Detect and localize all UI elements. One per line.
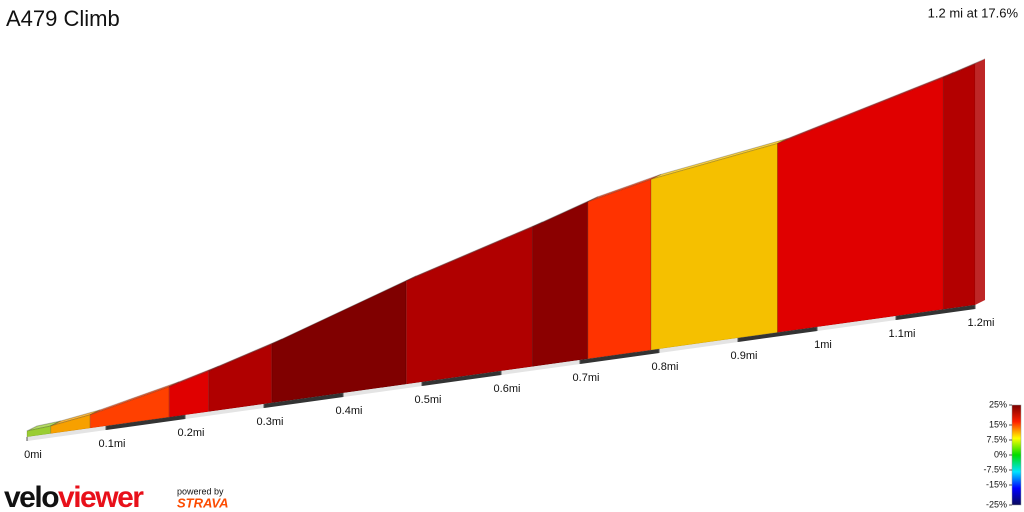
colorbar-label: 15% xyxy=(989,419,1007,429)
x-tick-label: 0.1mi xyxy=(99,438,126,450)
segment xyxy=(532,200,589,368)
chart-subtitle: 1.2 mi at 17.6% xyxy=(928,5,1019,20)
colorbar-label: -7.5% xyxy=(983,464,1007,474)
logo: veloviewer xyxy=(4,481,144,512)
powered-by: powered by xyxy=(177,486,224,496)
x-tick-label: 0.6mi xyxy=(494,383,521,395)
axis-band xyxy=(342,382,423,397)
colorbar-label: 25% xyxy=(989,399,1007,409)
chart-title: A479 Climb xyxy=(6,6,120,31)
axis-band xyxy=(263,393,344,408)
x-tick-label: 0.7mi xyxy=(573,372,600,384)
colorbar-label: 0% xyxy=(994,449,1007,459)
segment xyxy=(405,226,534,385)
segment xyxy=(942,63,976,310)
axis-band xyxy=(895,305,976,320)
segment xyxy=(777,76,944,334)
x-tick-label: 0.4mi xyxy=(336,405,363,417)
x-tick-label: 1mi xyxy=(814,339,832,351)
segment xyxy=(208,343,273,413)
segment xyxy=(587,178,652,360)
axis-band xyxy=(816,316,897,331)
axis-band xyxy=(184,404,265,419)
segment xyxy=(650,142,778,351)
colorbar-label: 7.5% xyxy=(986,434,1007,444)
x-tick-label: 1.1mi xyxy=(889,328,916,340)
logo-viewer: viewer xyxy=(58,481,144,512)
x-tick-label: 0.5mi xyxy=(415,394,442,406)
axis-band xyxy=(500,360,581,375)
axis-band xyxy=(105,415,186,430)
x-tick-label: 0.9mi xyxy=(731,350,758,362)
segment-side xyxy=(975,59,985,305)
segment xyxy=(271,280,407,404)
x-tick-label: 0.8mi xyxy=(652,361,679,373)
x-tick-label: 0.2mi xyxy=(178,427,205,439)
colorbar-label: -25% xyxy=(986,499,1007,509)
logo-velo: velo xyxy=(4,481,59,512)
x-tick-label: 0.3mi xyxy=(257,416,284,428)
axis-band xyxy=(658,338,739,353)
strava: STRAVA xyxy=(177,495,229,510)
colorbar-label: -15% xyxy=(986,479,1007,489)
axis-band xyxy=(26,426,107,441)
axis-band xyxy=(421,371,502,386)
colorbar xyxy=(1011,404,1022,506)
axis-band xyxy=(579,349,660,364)
axis-band xyxy=(737,327,818,342)
x-tick-label: 1.2mi xyxy=(968,317,995,329)
x-tick-label: 0mi xyxy=(24,449,42,461)
